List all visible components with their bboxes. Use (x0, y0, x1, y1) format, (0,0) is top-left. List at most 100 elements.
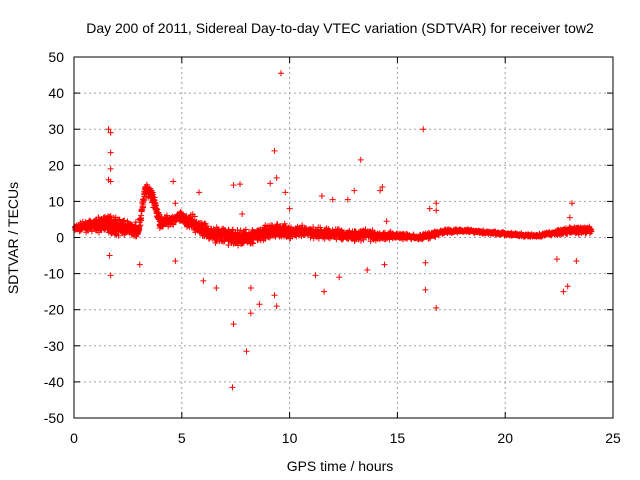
data-point (77, 219, 84, 226)
data-point (344, 196, 351, 203)
data-point (422, 286, 429, 293)
y-tick-labels: -50 -40 -30 -20 -10 0 10 20 30 40 50 (44, 49, 64, 426)
y-tick-label: 0 (56, 230, 64, 246)
x-tick-labels: 0 5 10 15 20 25 (70, 430, 621, 446)
data-point (560, 288, 567, 295)
data-point (271, 292, 278, 299)
data-point (422, 259, 429, 266)
data-point (564, 283, 571, 290)
data-point (273, 174, 280, 181)
data-point (379, 183, 386, 190)
data-point (230, 182, 237, 189)
data-point (364, 266, 371, 273)
data-point (191, 213, 198, 220)
data-point (286, 205, 293, 212)
data-point (239, 211, 246, 218)
data-point (277, 70, 284, 77)
data-point (106, 252, 113, 259)
data-point (383, 218, 390, 225)
data-point (240, 240, 247, 247)
x-tick-label: 15 (390, 430, 406, 446)
data-point (433, 304, 440, 311)
data-point (237, 181, 244, 188)
y-tick-label: -20 (44, 302, 64, 318)
data-point (154, 206, 161, 213)
x-tick-label: 5 (178, 430, 186, 446)
data-point (180, 211, 187, 218)
data-point (249, 240, 256, 247)
data-point (107, 165, 114, 172)
x-tick-label: 25 (605, 430, 621, 446)
axis-ticks (73, 56, 614, 419)
x-axis-label: GPS time / hours (287, 458, 394, 474)
data-point (336, 274, 343, 281)
y-tick-label: 50 (48, 49, 64, 65)
data-point (377, 187, 384, 194)
data-point (299, 222, 306, 229)
x-tick-label: 10 (282, 430, 298, 446)
y-tick-label: -10 (44, 266, 64, 282)
data-point (257, 235, 264, 242)
data-point (433, 200, 440, 207)
data-point (588, 226, 595, 233)
data-point (267, 180, 274, 187)
data-point (153, 205, 160, 212)
data-point (329, 196, 336, 203)
data-point (312, 272, 319, 279)
y-axis-label: SDTVAR / TECUs (5, 182, 21, 294)
data-point (138, 212, 145, 219)
data-point (281, 220, 288, 227)
data-point (553, 256, 560, 263)
data-point (107, 129, 114, 136)
data-point (88, 228, 95, 235)
x-tick-label: 0 (70, 430, 78, 446)
data-point (226, 227, 233, 234)
data-point (235, 242, 242, 249)
data-point (136, 223, 143, 230)
data-point (262, 235, 269, 242)
data-point (256, 301, 263, 308)
data-point (172, 200, 179, 207)
data-point (200, 277, 207, 284)
data-point (420, 126, 427, 133)
data-point (271, 147, 278, 154)
data-point (121, 217, 128, 224)
data-point (566, 214, 573, 221)
y-tick-label: 30 (48, 121, 64, 137)
data-point (293, 233, 300, 240)
data-points (72, 70, 595, 391)
data-point (282, 189, 289, 196)
data-point (172, 257, 179, 264)
data-point (107, 272, 114, 279)
data-point (247, 310, 254, 317)
data-point (357, 156, 364, 163)
data-point (138, 217, 145, 224)
y-tick-label: -30 (44, 338, 64, 354)
data-point (192, 229, 199, 236)
data-point (273, 303, 280, 310)
data-point (115, 232, 122, 239)
data-point (569, 200, 576, 207)
data-point (170, 221, 177, 228)
y-tick-label: -50 (44, 410, 64, 426)
y-tick-label: 20 (48, 157, 64, 173)
data-point (170, 178, 177, 185)
data-point (107, 178, 114, 185)
chart-title: Day 200 of 2011, Sidereal Day-to-day VTE… (86, 20, 594, 36)
data-point (230, 321, 237, 328)
data-point (587, 227, 594, 234)
data-point (381, 261, 388, 268)
data-point (433, 207, 440, 214)
data-point (183, 213, 190, 220)
data-point (107, 212, 114, 219)
data-point (426, 205, 433, 212)
data-point (139, 204, 146, 211)
data-point (140, 196, 147, 203)
data-point (247, 285, 254, 292)
data-point (269, 222, 276, 229)
data-point (160, 223, 167, 230)
y-tick-label: 40 (48, 85, 64, 101)
data-point (318, 192, 325, 199)
data-point (163, 212, 170, 219)
